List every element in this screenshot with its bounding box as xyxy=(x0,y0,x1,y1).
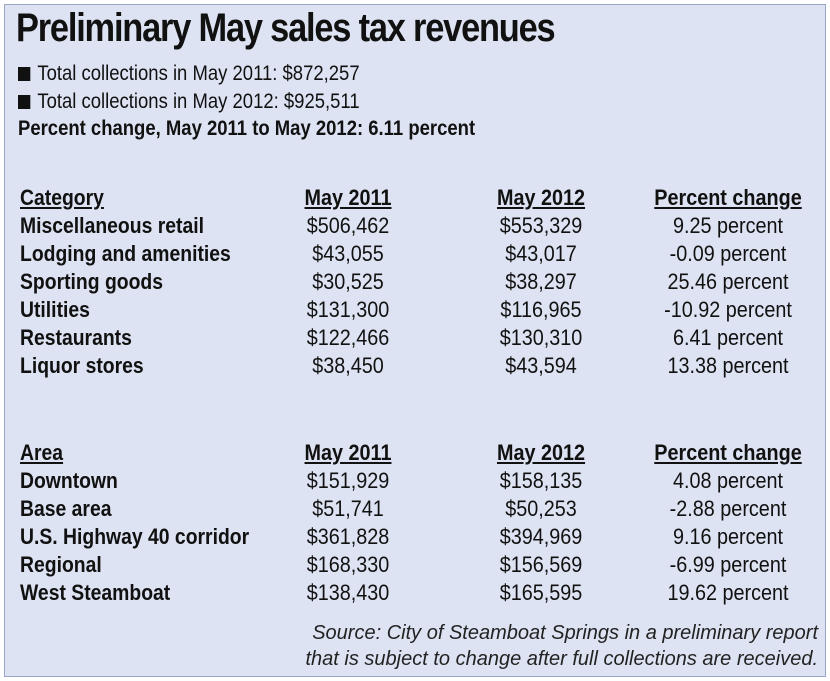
category-table-cell: $116,965 xyxy=(500,297,582,322)
area-table-cell: West Steamboat xyxy=(20,580,171,605)
area-column-header: Percent change xyxy=(654,440,802,465)
category-column-header: Percent change xyxy=(654,185,802,210)
summary-2011-text: Total collections in May 2011: $872,257 xyxy=(37,62,360,85)
category-column-header: May 2012 xyxy=(496,185,586,210)
category-table-cell: $38,450 xyxy=(312,353,384,378)
area-table-cell: $151,929 xyxy=(306,468,390,493)
category-table-cell: $130,310 xyxy=(499,325,583,350)
category-table-cell: Miscellaneous retail xyxy=(20,213,205,238)
area-table-cell: $156,569 xyxy=(499,552,583,577)
area-table-row: West Steamboat $138,430 $165,595 19.62 perc… xyxy=(0,580,830,608)
area-table-cell: $168,330 xyxy=(306,552,390,577)
area-column-header: May 2011 xyxy=(304,440,392,465)
category-table-cell: $122,466 xyxy=(306,325,390,350)
square-bullet-icon xyxy=(18,67,31,81)
area-table-cell: 9.16 percent xyxy=(672,524,784,549)
category-table-row: Liquor stores $38,450 $43,594 13.38 percent xyxy=(0,353,830,381)
category-table-cell: $506,462 xyxy=(306,213,390,238)
area-table-row: Regional $168,330 $156,569 -6.99 percent xyxy=(0,552,830,580)
summary-2012-text: Total collections in May 2012: $925,511 xyxy=(37,90,360,113)
area-column-header: May 2012 xyxy=(496,440,586,465)
category-header-row: Category May 2011 May 2012 Percent change xyxy=(0,185,830,213)
area-table-cell: Base area xyxy=(20,496,112,521)
category-table-cell: 6.41 percent xyxy=(672,325,784,350)
area-table-cell: $158,135 xyxy=(499,468,583,493)
area-table-cell: $361,828 xyxy=(306,524,390,549)
category-table-cell: -10.92 percent xyxy=(664,297,792,322)
area-table-cell: -6.99 percent xyxy=(669,552,787,577)
category-table-cell: 13.38 percent xyxy=(667,353,789,378)
category-table-cell: $30,525 xyxy=(312,269,384,294)
category-table-cell: Lodging and amenities xyxy=(20,241,231,266)
area-table-cell: Downtown xyxy=(20,468,118,493)
category-column-header: Category xyxy=(20,185,104,210)
area-table-row: Downtown $151,929 $158,135 4.08 percent xyxy=(0,468,830,496)
summary-line-2012: Total collections in May 2012: $925,511 xyxy=(18,90,360,114)
category-table-cell: $43,055 xyxy=(312,241,384,266)
area-header-row: Area May 2011 May 2012 Percent change xyxy=(0,440,830,468)
chart-title: Preliminary May sales tax revenues xyxy=(16,6,556,50)
source-line-2: that is subject to change after full col… xyxy=(305,648,819,670)
area-table-cell: $165,595 xyxy=(499,580,583,605)
category-table-cell: 9.25 percent xyxy=(672,213,784,238)
category-table-cell: $38,297 xyxy=(505,269,577,294)
area-table-cell: $50,253 xyxy=(505,496,577,521)
category-table-cell: $43,594 xyxy=(505,353,577,378)
area-table-cell: $51,741 xyxy=(312,496,384,521)
category-column-header: May 2011 xyxy=(304,185,392,210)
category-table-row: Miscellaneous retail $506,462 $553,329 9.25… xyxy=(0,213,830,241)
area-table-cell: 4.08 percent xyxy=(672,468,784,493)
category-table-cell: $43,017 xyxy=(505,241,577,266)
category-table-row: Utilities $131,300 $116,965 -10.92 percent xyxy=(0,297,830,325)
infographic-panel xyxy=(4,4,826,677)
category-table-cell: Sporting goods xyxy=(20,269,164,294)
area-table-cell: $394,969 xyxy=(499,524,583,549)
area-table-cell: 19.62 percent xyxy=(667,580,789,605)
category-table-cell: Utilities xyxy=(20,297,90,322)
category-table-cell: Restaurants xyxy=(20,325,132,350)
area-table-cell: U.S. Highway 40 corridor xyxy=(20,524,250,549)
area-table-cell: Regional xyxy=(20,552,102,577)
area-table-row: Base area $51,741 $50,253 -2.88 percent xyxy=(0,496,830,524)
area-table-cell: $138,430 xyxy=(306,580,390,605)
category-table-cell: $131,300 xyxy=(306,297,390,322)
category-table-cell: 25.46 percent xyxy=(667,269,789,294)
square-bullet-icon xyxy=(18,95,31,109)
source-note: Source: City of Steamboat Springs in a p… xyxy=(306,620,819,672)
summary-line-2011: Total collections in May 2011: $872,257 xyxy=(18,62,360,86)
category-table-row: Lodging and amenities $43,055 $43,017 -0.09… xyxy=(0,241,830,269)
area-column-header: Area xyxy=(20,440,64,465)
category-table-cell: -0.09 percent xyxy=(669,241,787,266)
category-table-cell: Liquor stores xyxy=(20,353,144,378)
area-table-cell: -2.88 percent xyxy=(669,496,787,521)
category-table-row: Sporting goods $30,525 $38,297 25.46 percen… xyxy=(0,269,830,297)
summary-percent-change: Percent change, May 2011 to May 2012: 6.… xyxy=(18,117,476,140)
area-table-row: U.S. Highway 40 corridor $361,828 $394,969… xyxy=(0,524,830,552)
category-table-cell: $553,329 xyxy=(499,213,583,238)
source-line-1: Source: City of Steamboat Springs in a p… xyxy=(312,622,818,644)
category-table-row: Restaurants $122,466 $130,310 6.41 percent xyxy=(0,325,830,353)
